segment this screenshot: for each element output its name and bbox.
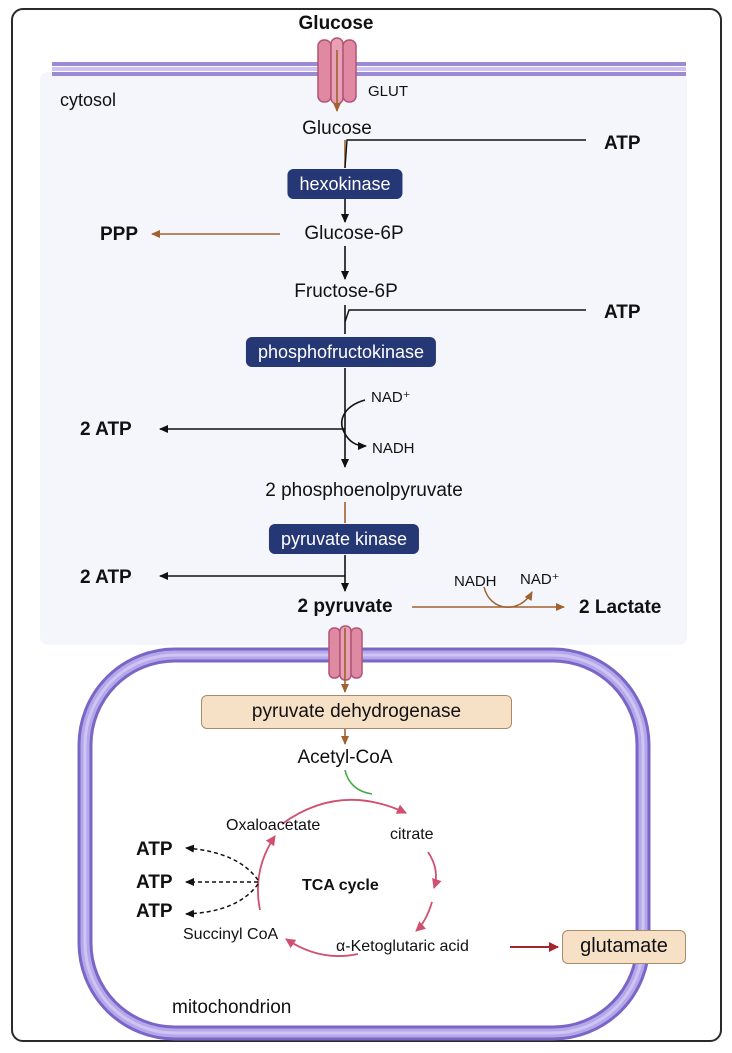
pep-label: 2 phosphoenolpyruvate [265,480,463,501]
mitochondrion-membrane [77,647,651,1041]
plasma-membrane [52,62,686,76]
pyruvate-dehydrogenase-enzyme: pyruvate dehydrogenase [201,695,512,729]
acetyl-coa-label: Acetyl-CoA [297,747,393,768]
atp-output-label-2: 2 ATP [80,567,132,588]
atp-input-line-1 [344,139,586,169]
mitochondrion-label: mitochondrion [172,997,292,1018]
nadh-label: NADH [372,440,415,457]
diagram-frame [11,8,722,1042]
citrate-label: citrate [390,826,434,843]
outside-glucose-label: Glucose [298,13,374,34]
tca-cycle-title: TCA cycle [302,877,379,894]
oxaloacetate-label: Oxaloacetate [226,817,321,834]
tca-atp-label-2: ATP [136,872,173,893]
pyruvate-kinase-enzyme: pyruvate kinase [268,524,420,554]
nadh-to-nad-arrow [483,586,533,608]
hexokinase-enzyme: hexokinase [287,169,403,199]
atp-input-line-2 [344,309,586,323]
tca-atp-label-1: ATP [136,839,173,860]
lactate-label: 2 Lactate [579,597,662,618]
nad-plus-label: NAD⁺ [371,389,411,406]
tca-atp-label-3: ATP [136,901,173,922]
phosphofructokinase-enzyme: phosphofructokinase [245,337,437,367]
cytosol-label: cytosol [60,90,117,110]
atp-output-label-1: 2 ATP [80,419,132,440]
glucose-label: Glucose [302,118,372,139]
lactate-nad-plus-label: NAD⁺ [520,571,560,588]
acetylcoa-entry-line [344,769,373,795]
succinyl-coa-label: Succinyl CoA [183,926,279,943]
glut-label: GLUT [368,83,409,100]
tca-atp-output-arrows [185,844,259,918]
tca-cycle-arcs [257,798,442,957]
nad-to-nadh-arrow [341,399,367,450]
akg-label: α-Ketoglutaric acid [336,938,469,955]
glucose-6p-label: Glucose-6P [304,223,404,244]
atp-input-label-2: ATP [604,302,641,323]
lactate-nadh-label: NADH [454,573,497,590]
pyruvate-label: 2 pyruvate [297,596,393,617]
glutamate-box: glutamate [562,930,686,964]
glut-transporter-icon [317,37,357,105]
atp-input-label-1: ATP [604,133,641,154]
fructose-6p-label: Fructose-6P [294,281,398,302]
ppp-label: PPP [100,224,139,245]
